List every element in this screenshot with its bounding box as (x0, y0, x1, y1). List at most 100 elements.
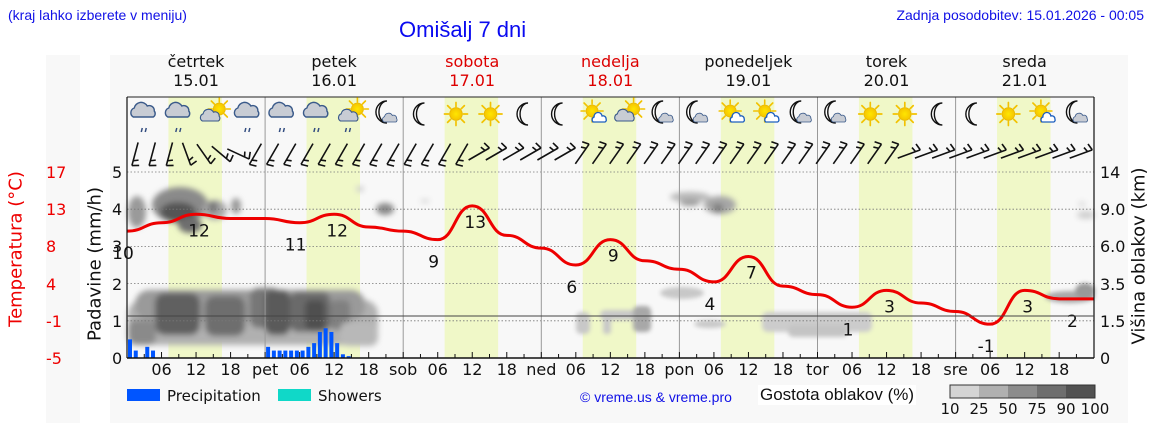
day-name: sreda (1002, 52, 1047, 71)
day-name: ponedeljek (704, 52, 793, 71)
wind-barb-icon (519, 142, 542, 161)
wind-barb-icon (131, 142, 140, 167)
temperature-tick: -5 (46, 349, 62, 368)
cloud-density-tick: 10 (940, 400, 960, 418)
x-tick-label: 06 (427, 360, 448, 379)
x-tick-label: 18 (910, 360, 932, 379)
day-name: torek (865, 52, 908, 71)
wind-barb-icon (1069, 143, 1093, 159)
cloud-height-tick: 14 (1100, 163, 1121, 182)
copyright-link[interactable]: © vreme.us & vreme.pro (580, 389, 732, 405)
precip-tick: 1 (112, 311, 123, 331)
x-tick-label: 18 (634, 360, 656, 379)
wind-barb-icon (403, 143, 417, 167)
temperature-tick: 8 (46, 237, 57, 257)
x-tick-label: 06 (151, 360, 172, 379)
cloud-density-tick: 100 (1080, 400, 1110, 418)
x-tick-label: pet (251, 360, 279, 379)
x-tick-label: 18 (496, 360, 517, 379)
day-date: 20.01 (863, 71, 910, 90)
wind-barb-icon (815, 141, 831, 165)
wind-barb-icon (849, 141, 865, 165)
temperature-line (126, 204, 1094, 326)
sun-icon (892, 101, 918, 127)
day-name: četrtek (167, 52, 225, 71)
day-label: petek 16.01 (274, 52, 394, 90)
temperature-value-label: 3 (1022, 297, 1033, 317)
precipitation-legend-swatch (127, 389, 160, 401)
cloud-density-tick: 90 (1056, 400, 1076, 418)
cloud-density-tick: 25 (969, 400, 989, 418)
sun-icon (478, 101, 503, 127)
cloud-density-tick: 50 (998, 400, 1018, 418)
wind-barb-icon (798, 141, 814, 165)
x-tick-label: 12 (600, 360, 621, 379)
x-tick-label: 12 (1014, 360, 1035, 379)
x-tick-label: sob (389, 360, 418, 379)
day-date: 19.01 (725, 71, 772, 90)
wind-barb-icon (437, 143, 452, 167)
day-name: petek (311, 52, 357, 71)
temperature-value-label: 7 (746, 264, 757, 284)
wind-barb-icon (729, 141, 745, 165)
precipitation-legend-label: Precipitation (167, 387, 261, 405)
cloud-density-title: Gostota oblakov (%) (758, 385, 917, 405)
wind-barb-icon (660, 141, 676, 165)
temperature-value-label: 10 (112, 244, 134, 264)
region-hint: (kraj lahko izberete v meniju) (8, 7, 187, 23)
wind-barb-icon (983, 143, 1007, 159)
x-axis-ticks (143, 352, 1077, 358)
x-tick-label: 12 (185, 360, 207, 379)
temperature-value-label: -1 (978, 337, 995, 357)
wind-barb-icon (763, 141, 779, 165)
wind-barb-icon (283, 143, 297, 167)
day-date: 21.01 (1001, 71, 1048, 90)
temperature-value-label: 13 (464, 213, 486, 233)
cloud-density-scale (949, 384, 1096, 399)
wind-barb-icon (554, 142, 576, 161)
cloud-height-tick: 6.0 (1100, 237, 1126, 257)
wind-barb-icon (351, 143, 366, 167)
temperature-value-label: 6 (566, 278, 577, 298)
wind-barb-icon (248, 143, 263, 167)
x-tick-label: sre (943, 360, 968, 379)
x-tick-label: 06 (565, 360, 586, 379)
cloud-height-tick: 0 (1100, 349, 1111, 368)
wind-barb-icon (677, 141, 693, 165)
wind-barb-icon (643, 141, 659, 165)
wind-barb-icon (695, 141, 711, 165)
wind-barb-icon (867, 141, 883, 165)
temperature-value-label: 4 (705, 295, 716, 315)
precip-tick: 5 (112, 163, 123, 182)
day-date: 17.01 (449, 71, 496, 90)
x-tick-label: 12 (462, 360, 483, 379)
last-update: Zadnja posodobitev: 15.01.2026 - 00:05 (896, 7, 1144, 23)
wind-barb-icon (317, 143, 331, 167)
day-date: 16.01 (311, 71, 357, 90)
wind-barb-icon (949, 143, 973, 159)
wind-barb-icon (1000, 143, 1025, 159)
temperature-tick: 13 (46, 200, 67, 220)
showers-legend-label: Showers (318, 387, 382, 405)
precip-tick: 3 (112, 237, 123, 257)
wind-barb-icon (181, 142, 198, 166)
wind-barb-icon (211, 145, 234, 163)
wind-barb-icon (609, 141, 625, 165)
x-tick-label: 12 (323, 360, 345, 379)
wind-barb-icon (1052, 143, 1076, 159)
temperature-value-label: 2 (1067, 312, 1078, 332)
day-label: sobota 17.01 (412, 52, 532, 90)
cloud-height-tick: 1.5 (1100, 311, 1126, 331)
wind-barb-icon (897, 143, 921, 159)
sun-icon (995, 101, 1021, 127)
x-tick-label: 12 (738, 360, 759, 379)
x-tick-label: tor (806, 360, 829, 379)
wind-barb-icon (712, 141, 728, 165)
wind-barb-icon (884, 141, 900, 165)
x-tick-label: 18 (1048, 360, 1070, 379)
wind-barb-icon (537, 142, 559, 161)
day-label: četrtek 15.01 (136, 52, 256, 90)
temperature-value-label: 12 (188, 221, 210, 241)
x-tick-label: 06 (703, 360, 725, 379)
wind-barb-icon (420, 143, 435, 167)
